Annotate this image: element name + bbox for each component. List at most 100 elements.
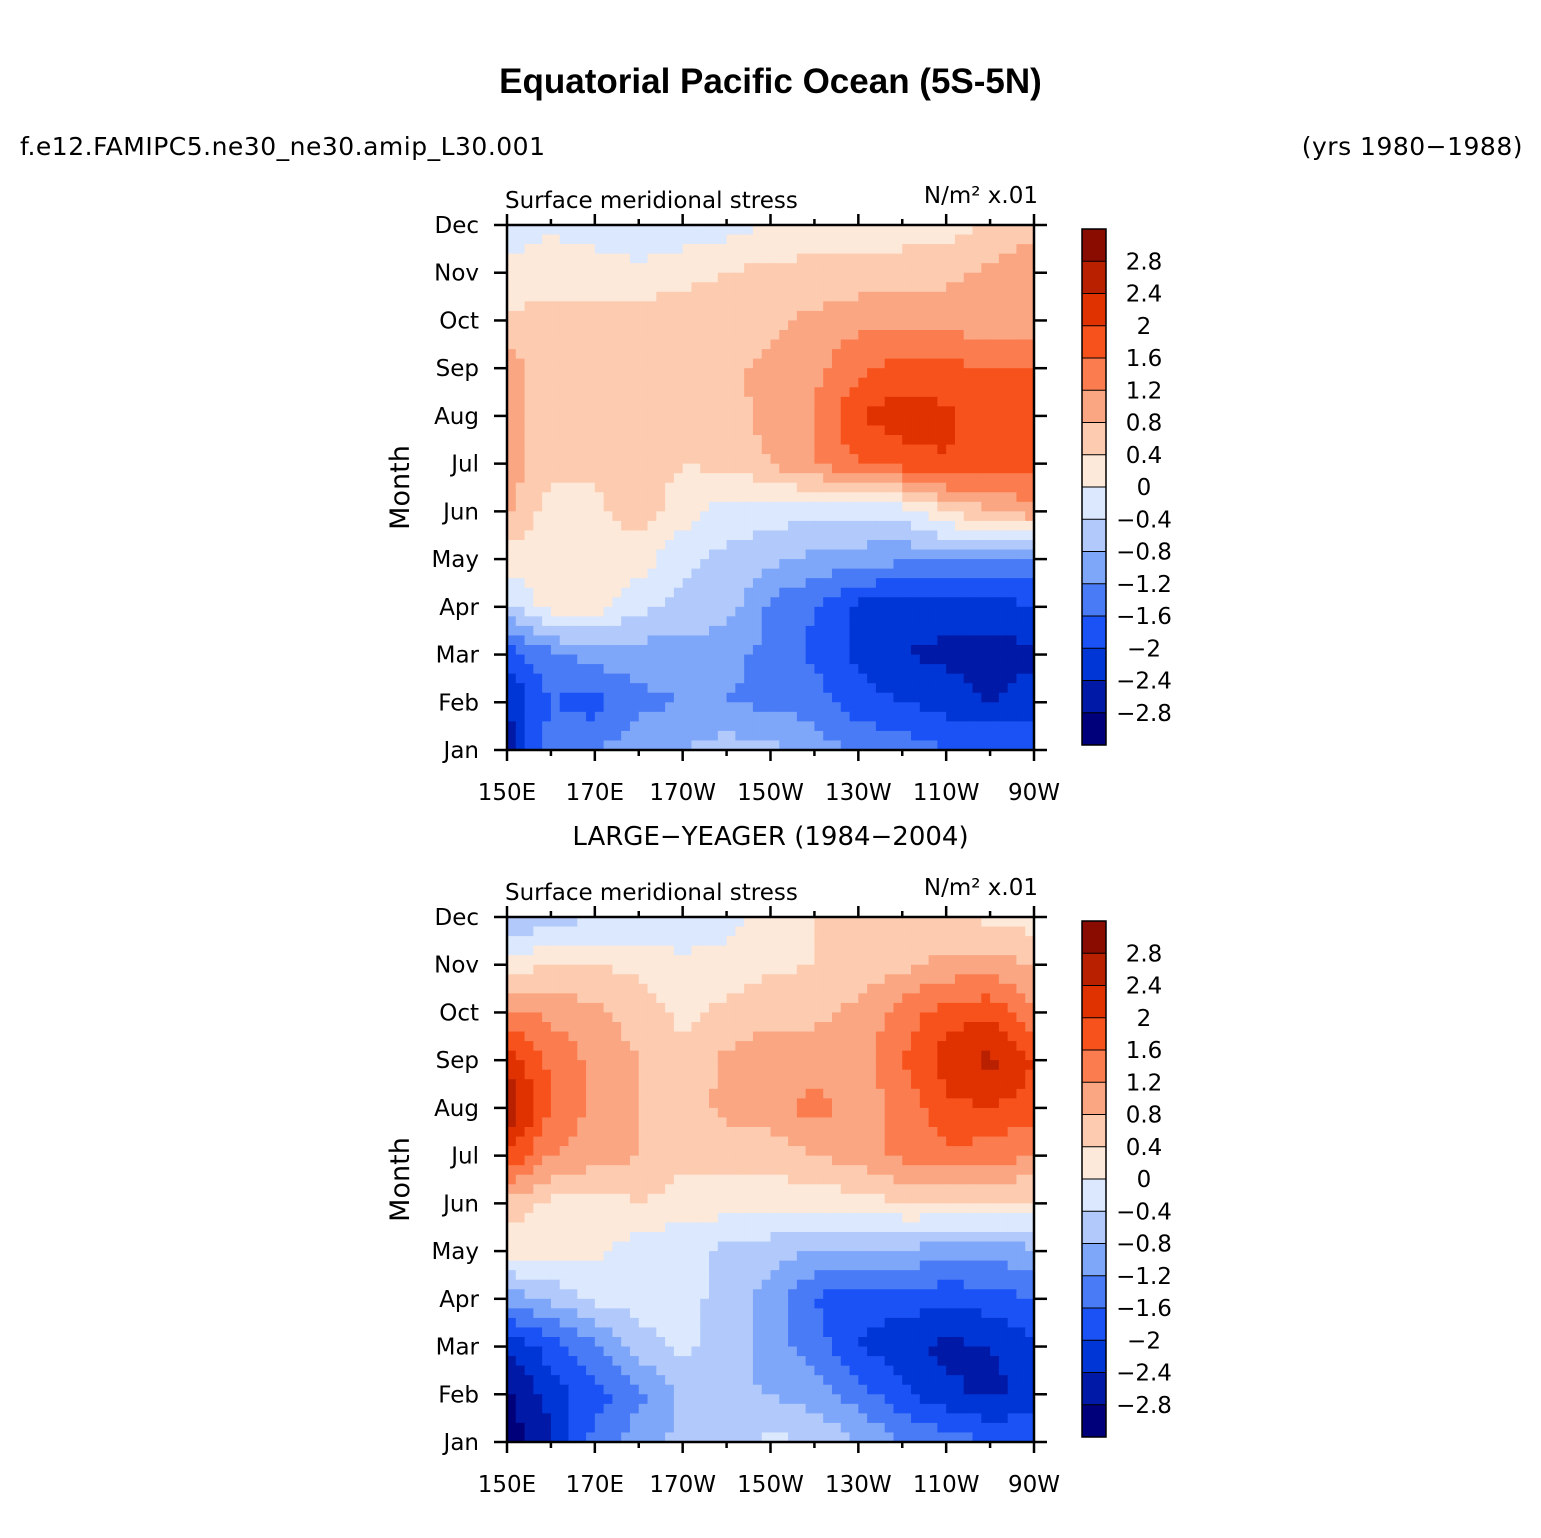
field-cell (805, 291, 816, 303)
field-cell (647, 993, 658, 1004)
field-cell (612, 1041, 622, 1052)
field-cell (779, 683, 789, 694)
field-cell (550, 616, 561, 627)
field-cell (1025, 1098, 1035, 1109)
field-cell (594, 711, 605, 723)
field-cell (875, 983, 886, 995)
field-cell (1025, 673, 1035, 684)
field-cell (507, 955, 517, 966)
field-cell (823, 1050, 833, 1061)
field-cell (954, 225, 965, 236)
field-cell (577, 1069, 587, 1080)
field-cell (709, 578, 719, 589)
field-cell (507, 936, 517, 947)
field-cell (735, 664, 745, 675)
field-cell (761, 444, 772, 455)
field-cell (911, 387, 921, 398)
field-cell (911, 702, 921, 713)
field-cell (638, 1155, 649, 1166)
field-cell (709, 387, 719, 398)
field-cell (524, 540, 535, 551)
field-cell (963, 645, 974, 656)
field-cell (893, 1050, 903, 1061)
field-cell (919, 501, 930, 513)
field-cell (682, 1107, 693, 1119)
field-cell (691, 721, 701, 732)
field-cell (700, 377, 710, 388)
field-cell (700, 1117, 710, 1128)
field-cell (805, 454, 816, 465)
field-cell (954, 1022, 965, 1033)
field-cell (691, 282, 701, 293)
field-cell (779, 955, 789, 966)
field-cell (928, 301, 939, 312)
field-cell (700, 1155, 710, 1166)
field-cell (867, 530, 877, 541)
field-cell (621, 225, 631, 236)
field-cell (542, 253, 552, 264)
field-cell (665, 444, 675, 455)
field-cell (638, 263, 649, 274)
field-cell (919, 1088, 930, 1100)
field-cell (577, 396, 587, 408)
field-cell (744, 540, 754, 551)
field-cell (752, 945, 763, 956)
field-cell (594, 272, 605, 283)
field-cell (542, 1002, 552, 1014)
field-cell (709, 1060, 719, 1071)
field-cell (919, 945, 930, 956)
field-cell (1016, 625, 1026, 637)
field-cell (717, 396, 728, 408)
field-cell (849, 310, 860, 322)
field-cell (542, 473, 552, 484)
field-cell (946, 339, 956, 350)
field-cell (612, 1031, 622, 1042)
field-cell (981, 559, 991, 570)
field-cell (1016, 1050, 1026, 1061)
field-cell (559, 955, 570, 966)
field-cell (831, 282, 842, 293)
field-cell (937, 568, 947, 579)
field-cell (796, 291, 807, 303)
field-cell (770, 1002, 780, 1014)
field-cell (911, 568, 921, 579)
field-cell (621, 435, 631, 446)
field-cell (752, 520, 763, 532)
field-cell (911, 520, 921, 532)
field-cell (515, 983, 526, 995)
field-cell (726, 387, 737, 398)
field-cell (559, 702, 570, 713)
field-cell (840, 520, 851, 532)
field-cell (840, 368, 851, 379)
field-cell (568, 368, 578, 379)
field-cell (524, 702, 535, 713)
field-cell (594, 1022, 605, 1033)
field-cell (515, 635, 526, 646)
field-cell (972, 540, 982, 551)
field-cell (507, 1088, 517, 1100)
field-cell (814, 597, 824, 608)
field-cell (858, 597, 868, 608)
field-cell (612, 1127, 622, 1138)
field-cell (717, 730, 728, 742)
colorbar-frame (1081, 228, 1107, 746)
field-cell (550, 587, 561, 598)
field-cell (946, 587, 956, 598)
field-cell (577, 1031, 587, 1042)
field-cell (814, 1088, 824, 1100)
field-cell (867, 625, 877, 637)
field-cell (717, 511, 728, 522)
field-cell (533, 683, 543, 694)
field-cell (647, 568, 658, 579)
field-cell (963, 520, 974, 532)
field-cell (867, 683, 877, 694)
field-cell (542, 520, 552, 532)
field-cell (524, 692, 535, 703)
field-cell (612, 683, 622, 694)
field-cell (638, 654, 649, 665)
field-cell (673, 1012, 684, 1023)
field-cell (507, 358, 517, 369)
field-cell (954, 425, 965, 436)
field-cell (524, 645, 535, 656)
field-cell (893, 926, 903, 937)
